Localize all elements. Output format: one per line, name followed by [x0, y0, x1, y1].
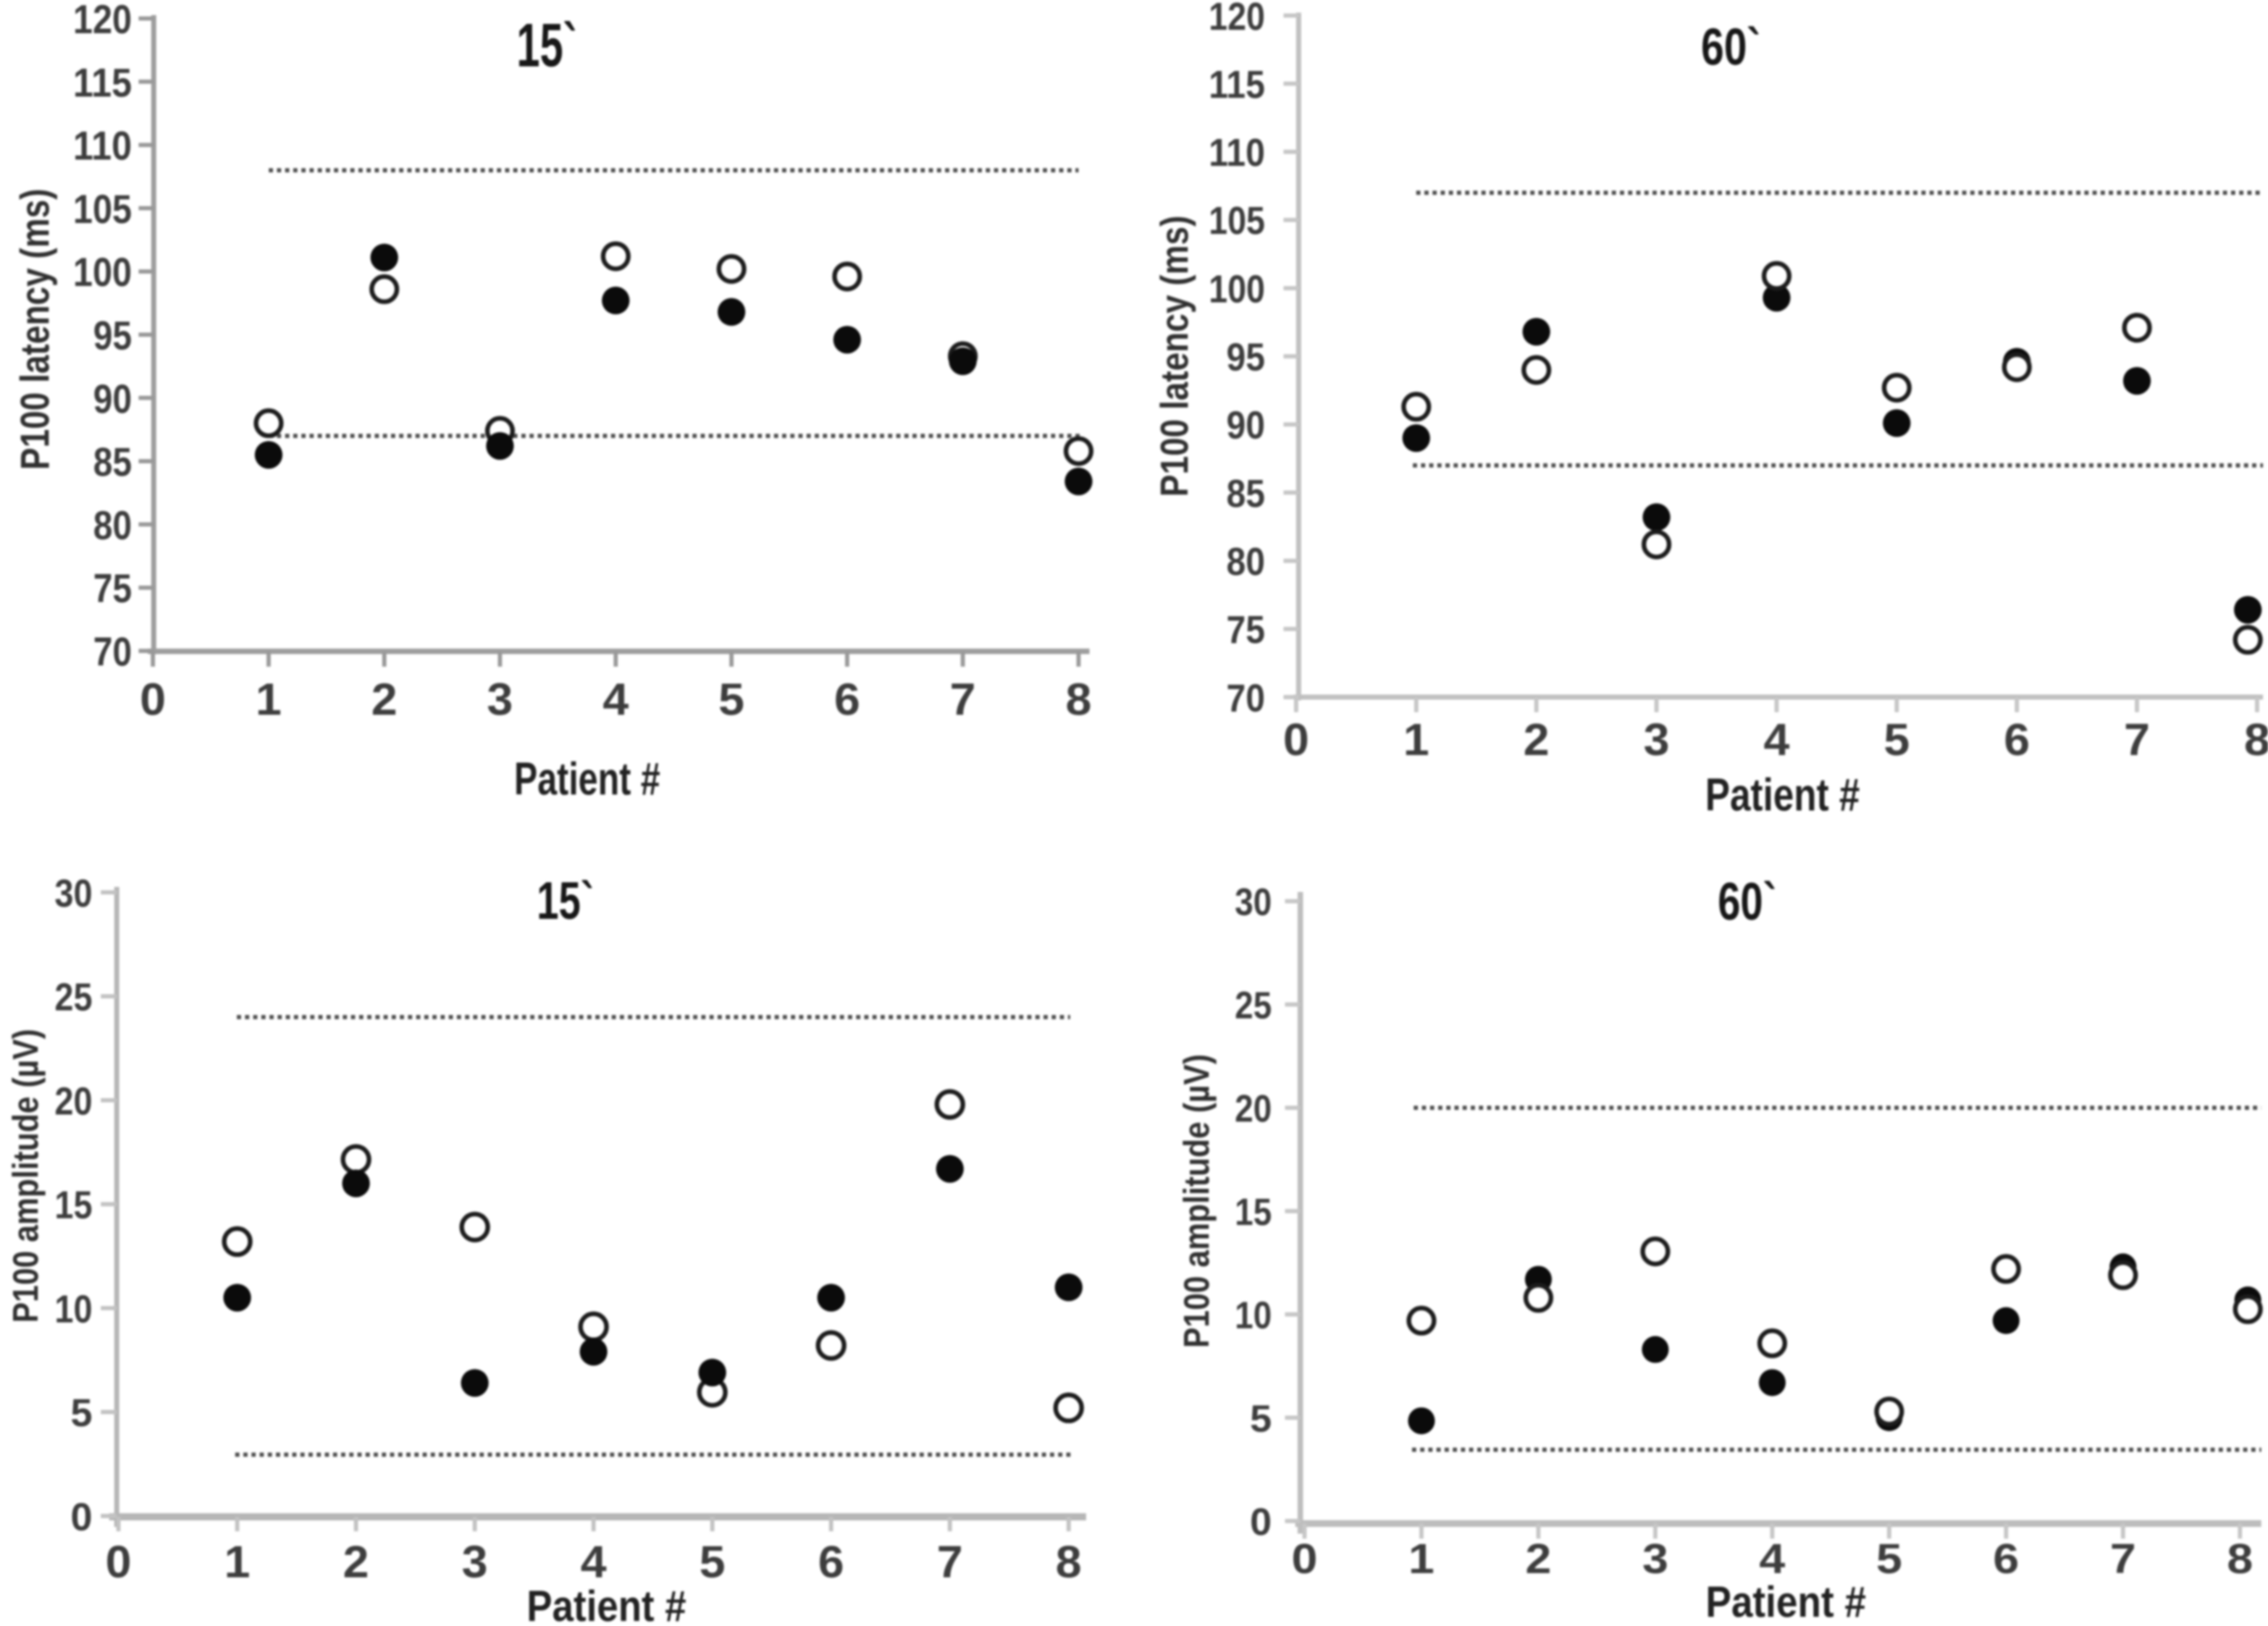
svg-text:10: 10 — [1235, 1293, 1272, 1336]
svg-text:0: 0 — [1292, 1535, 1318, 1582]
svg-text:1: 1 — [224, 1537, 250, 1587]
svg-text:20: 20 — [1235, 1087, 1272, 1130]
svg-text:4: 4 — [1759, 1535, 1785, 1582]
svg-text:4: 4 — [580, 1537, 606, 1587]
svg-text:2: 2 — [343, 1537, 369, 1587]
svg-text:0: 0 — [1250, 1500, 1272, 1543]
svg-text:60`: 60` — [1718, 873, 1777, 931]
svg-text:120: 120 — [1209, 0, 1265, 38]
svg-text:100: 100 — [73, 251, 132, 296]
svg-text:15`: 15` — [537, 872, 594, 931]
svg-text:0: 0 — [1284, 715, 1310, 765]
svg-text:80: 80 — [1226, 540, 1265, 584]
svg-text:2: 2 — [1524, 715, 1550, 765]
svg-text:4: 4 — [603, 674, 629, 725]
svg-text:P100 latency (ms): P100 latency (ms) — [1152, 216, 1196, 497]
svg-text:30: 30 — [1235, 880, 1272, 923]
svg-text:110: 110 — [1209, 131, 1265, 175]
svg-text:7: 7 — [950, 674, 976, 725]
svg-text:105: 105 — [1209, 199, 1265, 243]
svg-text:Patient #: Patient # — [1706, 1578, 1866, 1626]
svg-text:0: 0 — [71, 1495, 92, 1539]
svg-text:8: 8 — [1056, 1537, 1082, 1587]
svg-text:6: 6 — [1993, 1535, 2019, 1582]
svg-text:Patient #: Patient # — [1705, 768, 1860, 821]
svg-text:8: 8 — [2227, 1535, 2253, 1582]
svg-text:85: 85 — [93, 441, 132, 485]
svg-text:7: 7 — [2110, 1535, 2136, 1582]
svg-text:1: 1 — [255, 674, 281, 725]
svg-text:8: 8 — [1066, 674, 1092, 725]
svg-text:115: 115 — [73, 61, 132, 106]
svg-text:30: 30 — [55, 871, 92, 915]
svg-text:P100 amplitude (µV): P100 amplitude (µV) — [1177, 1054, 1217, 1348]
svg-text:Patient #: Patient # — [527, 1582, 686, 1626]
svg-text:3: 3 — [462, 1537, 488, 1587]
svg-text:20: 20 — [55, 1079, 92, 1123]
svg-text:2: 2 — [1525, 1535, 1551, 1582]
svg-text:90: 90 — [93, 377, 132, 422]
svg-text:3: 3 — [1642, 1535, 1668, 1582]
svg-text:15: 15 — [55, 1183, 92, 1227]
svg-text:90: 90 — [1226, 403, 1265, 447]
svg-text:80: 80 — [93, 504, 132, 548]
svg-text:2: 2 — [371, 674, 397, 725]
svg-text:0: 0 — [106, 1537, 132, 1587]
svg-text:70: 70 — [1226, 676, 1265, 720]
svg-text:5: 5 — [1884, 715, 1910, 765]
svg-text:110: 110 — [73, 124, 132, 169]
svg-text:6: 6 — [834, 674, 860, 725]
svg-text:10: 10 — [55, 1287, 92, 1330]
svg-text:1: 1 — [1404, 715, 1430, 765]
svg-text:Patient #: Patient # — [514, 753, 660, 805]
svg-text:5: 5 — [1877, 1535, 1903, 1582]
svg-text:3: 3 — [487, 674, 513, 725]
svg-text:85: 85 — [1226, 471, 1265, 515]
svg-text:5: 5 — [1250, 1397, 1272, 1440]
svg-text:120: 120 — [73, 0, 132, 43]
svg-text:15`: 15` — [517, 12, 577, 80]
svg-text:0: 0 — [140, 674, 166, 725]
svg-text:75: 75 — [93, 567, 132, 611]
svg-text:105: 105 — [73, 187, 132, 232]
svg-text:P100 amplitude (µV): P100 amplitude (µV) — [6, 1029, 46, 1323]
svg-text:P100 latency (ms): P100 latency (ms) — [13, 189, 58, 470]
svg-text:4: 4 — [1764, 715, 1790, 765]
svg-text:25: 25 — [55, 975, 92, 1019]
svg-text:7: 7 — [937, 1537, 963, 1587]
svg-text:1: 1 — [1409, 1535, 1435, 1582]
svg-text:6: 6 — [818, 1537, 844, 1587]
svg-text:5: 5 — [718, 674, 744, 725]
svg-text:25: 25 — [1235, 983, 1272, 1026]
svg-text:7: 7 — [2124, 715, 2150, 765]
svg-text:60`: 60` — [1701, 18, 1761, 76]
svg-text:5: 5 — [71, 1391, 92, 1435]
svg-text:75: 75 — [1226, 608, 1265, 652]
svg-text:70: 70 — [93, 631, 132, 675]
svg-text:8: 8 — [2244, 715, 2268, 765]
svg-text:15: 15 — [1235, 1190, 1272, 1233]
svg-text:3: 3 — [1644, 715, 1670, 765]
svg-text:95: 95 — [1226, 335, 1265, 379]
svg-text:115: 115 — [1209, 62, 1265, 106]
svg-text:95: 95 — [93, 314, 132, 359]
svg-text:5: 5 — [700, 1537, 726, 1587]
svg-text:6: 6 — [2004, 715, 2030, 765]
svg-text:100: 100 — [1209, 267, 1265, 311]
